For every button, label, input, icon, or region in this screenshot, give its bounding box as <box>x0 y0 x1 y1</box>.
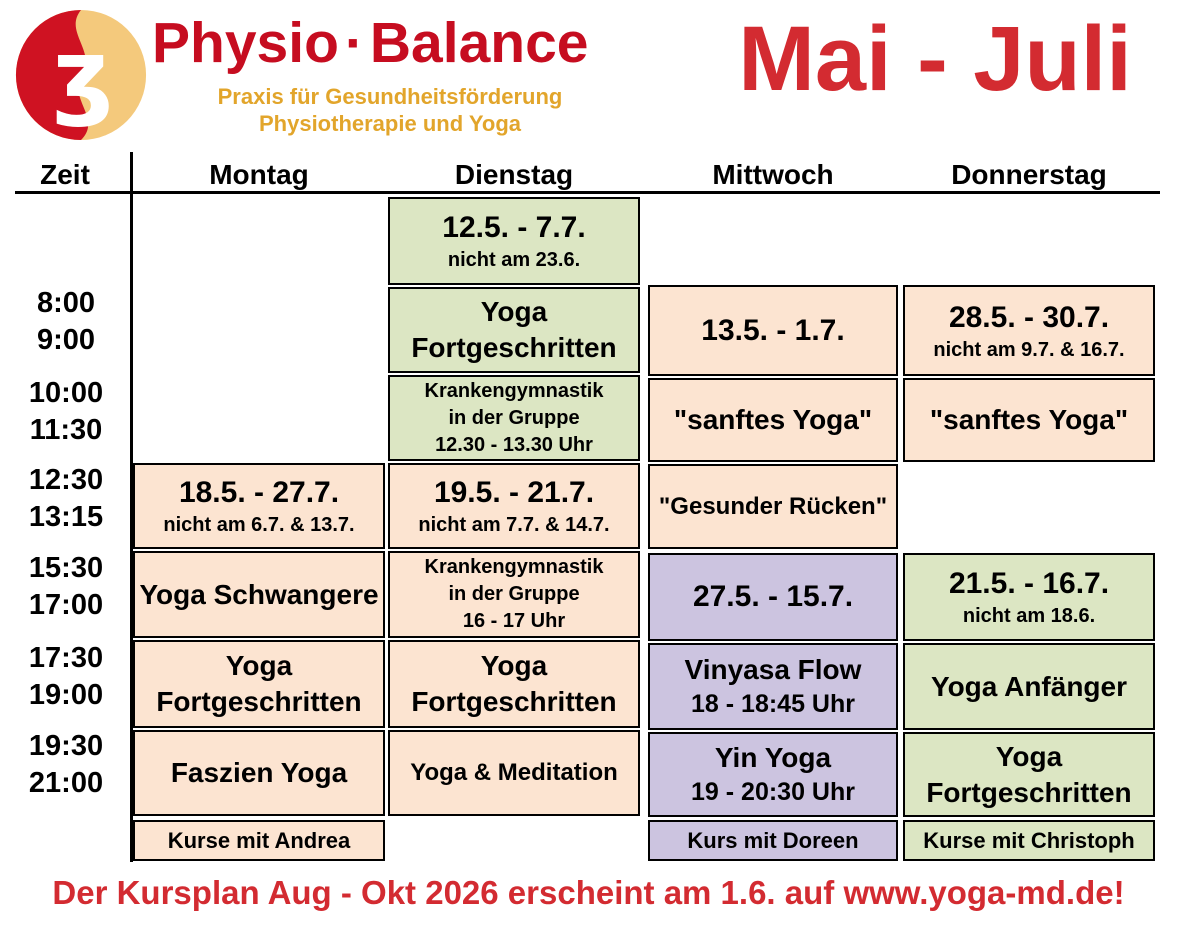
logo-figure: ʒ <box>53 20 114 130</box>
course-name-line2: in der Gruppe <box>448 583 580 605</box>
course-name: "sanftes Yoga" <box>673 404 873 435</box>
period-title: Mai - Juli <box>738 8 1132 110</box>
time-end: 9:00 <box>36 324 96 356</box>
time-end: 11:30 <box>29 414 103 446</box>
course-name: Yin Yoga <box>714 742 832 773</box>
dienstag-dates-late-cell: 19.5. - 21.7. nicht am 7.7. & 14.7. <box>388 463 640 549</box>
course-name: Yoga Schwangere <box>139 578 379 610</box>
cell-exception-note: nicht am 6.7. & 13.7. <box>163 514 355 536</box>
brand-word-balance: Balance <box>369 11 589 75</box>
montag-course-faszien-yoga: Faszien Yoga <box>133 730 385 816</box>
dienstag-course-yoga-fortgeschritten-abend: Yoga Fortgeschritten <box>388 640 640 728</box>
course-name: Yoga Fortgeschritten <box>156 650 362 717</box>
dienstag-krankengymnastik-nachmittag-cell: Krankengymnastik in der Gruppe 16 - 17 U… <box>388 551 640 638</box>
footer-announcement: Der Kursplan Aug - Okt 2026 erscheint am… <box>52 874 1125 911</box>
course-name: Yoga Fortgeschritten <box>411 650 617 717</box>
mittwoch-course-yin-yoga: Yin Yoga 19 - 20:30 Uhr <box>648 732 898 817</box>
cell-date-range: 28.5. - 30.7. <box>948 300 1110 334</box>
dienstag-dates-early-cell: 12.5. - 7.7. nicht am 23.6. <box>388 197 640 285</box>
montag-dates-cell: 18.5. - 27.7. nicht am 6.7. & 13.7. <box>133 463 385 549</box>
cell-exception-note: nicht am 7.7. & 14.7. <box>418 514 610 536</box>
donnerstag-instructor-cell: Kurse mit Christoph <box>903 820 1155 861</box>
cell-date-range: 27.5. - 15.7. <box>692 580 854 613</box>
donnerstag-dates-late-cell: 21.5. - 16.7. nicht am 18.6. <box>903 553 1155 641</box>
course-time: 12.30 - 13.30 Uhr <box>435 433 593 456</box>
instructor-name: Kurse mit Christoph <box>923 827 1135 853</box>
mittwoch-dates-early-cell: 13.5. - 1.7. <box>648 285 898 376</box>
timeslot-1730-19: 17:30 19:00 <box>0 640 132 714</box>
mittwoch-course-gesunder-ruecken: "Gesunder Rücken" <box>648 464 898 549</box>
course-name: Yoga Anfänger <box>930 670 1127 702</box>
donnerstag-course-yoga-fortgeschritten: Yoga Fortgeschritten <box>903 732 1155 817</box>
cell-exception-note: nicht am 9.7. & 16.7. <box>933 338 1125 361</box>
mittwoch-dates-late-cell: 27.5. - 15.7. <box>648 553 898 641</box>
brand-separator-dot: · <box>344 11 364 75</box>
course-time: 16 - 17 Uhr <box>462 610 566 632</box>
course-time: 19 - 20:30 Uhr <box>691 778 855 806</box>
course-name: Yoga & Meditation <box>410 759 618 786</box>
course-name-line1: Krankengymnastik <box>424 379 604 402</box>
mittwoch-instructor-cell: Kurs mit Doreen <box>648 820 898 861</box>
cell-date-range: 21.5. - 16.7. <box>948 567 1110 600</box>
course-name-line1: Krankengymnastik <box>424 556 604 578</box>
column-header-mittwoch: Mittwoch <box>712 159 834 190</box>
cell-date-range: 18.5. - 27.7. <box>178 476 340 509</box>
donnerstag-course-yoga-anfaenger: Yoga Anfänger <box>903 643 1155 730</box>
timeslot-1230-1315: 12:30 13:15 <box>0 462 132 536</box>
logo-red-half <box>15 9 89 141</box>
timeslot-1530-17: 15:30 17:00 <box>0 550 132 624</box>
time-start: 10:00 <box>28 377 104 409</box>
zeit-column-divider <box>130 152 133 862</box>
timeslot-1930-21: 19:30 21:00 <box>0 728 132 802</box>
course-name: "Gesunder Rücken" <box>658 492 888 520</box>
course-time: 18 - 18:45 Uhr <box>691 690 855 718</box>
cell-date-range: 12.5. - 7.7. <box>442 211 586 244</box>
brand-subtitle-line2: Physiotherapie und Yoga <box>258 111 521 136</box>
dienstag-course-yoga-fortgeschritten-morgen: Yoga Fortgeschritten <box>388 287 640 373</box>
brand-word-physio: Physio <box>152 11 339 75</box>
course-name: "sanftes Yoga" <box>929 404 1129 435</box>
mittwoch-course-sanftes-yoga: "sanftes Yoga" <box>648 378 898 462</box>
time-start: 15:30 <box>28 552 104 584</box>
column-header-dienstag: Dienstag <box>454 159 574 190</box>
montag-course-yoga-schwangere: Yoga Schwangere <box>133 551 385 638</box>
dienstag-course-yoga-meditation: Yoga & Meditation <box>388 730 640 816</box>
time-start: 12:30 <box>28 464 104 496</box>
cell-exception-note: nicht am 18.6. <box>962 605 1096 627</box>
time-end: 21:00 <box>28 767 104 799</box>
time-start: 17:30 <box>28 642 104 674</box>
cell-date-range: 19.5. - 21.7. <box>433 476 595 509</box>
cell-exception-note: nicht am 23.6. <box>447 249 581 271</box>
montag-course-yoga-fortgeschritten: Yoga Fortgeschritten <box>133 640 385 728</box>
cell-date-range: 13.5. - 1.7. <box>701 313 845 347</box>
donnerstag-dates-early-cell: 28.5. - 30.7. nicht am 9.7. & 16.7. <box>903 285 1155 376</box>
timeslot-8-9: 8:00 9:00 <box>0 285 132 359</box>
course-name: Vinyasa Flow <box>684 654 862 685</box>
time-end: 13:15 <box>28 501 104 533</box>
montag-instructor-cell: Kurse mit Andrea <box>133 820 385 861</box>
column-header-montag: Montag <box>209 159 309 190</box>
time-end: 19:00 <box>28 679 104 711</box>
time-start: 19:30 <box>28 730 104 762</box>
column-header-zeit: Zeit <box>40 159 90 190</box>
instructor-name: Kurse mit Andrea <box>167 827 351 853</box>
brand-title: Physio · Balance <box>152 10 632 76</box>
header-underline <box>15 191 1160 194</box>
timeslot-10-1130: 10:00 11:30 <box>0 375 132 449</box>
physio-balance-logo: ʒ <box>15 9 147 141</box>
course-name-line2: in der Gruppe <box>448 406 580 429</box>
column-header-donnerstag: Donnerstag <box>951 159 1107 190</box>
course-name: Yoga Fortgeschritten <box>926 740 1132 808</box>
mittwoch-course-vinyasa-flow: Vinyasa Flow 18 - 18:45 Uhr <box>648 643 898 730</box>
course-name: Yoga Fortgeschritten <box>411 296 617 363</box>
donnerstag-course-sanftes-yoga: "sanftes Yoga" <box>903 378 1155 462</box>
course-name: Faszien Yoga <box>170 757 348 788</box>
instructor-name: Kurs mit Doreen <box>687 827 859 853</box>
time-end: 17:00 <box>28 589 104 621</box>
brand-subtitle-line1: Praxis für Gesundheitsförderung <box>217 84 563 109</box>
time-start: 8:00 <box>36 287 96 319</box>
dienstag-krankengymnastik-mittag-cell: Krankengymnastik in der Gruppe 12.30 - 1… <box>388 375 640 461</box>
